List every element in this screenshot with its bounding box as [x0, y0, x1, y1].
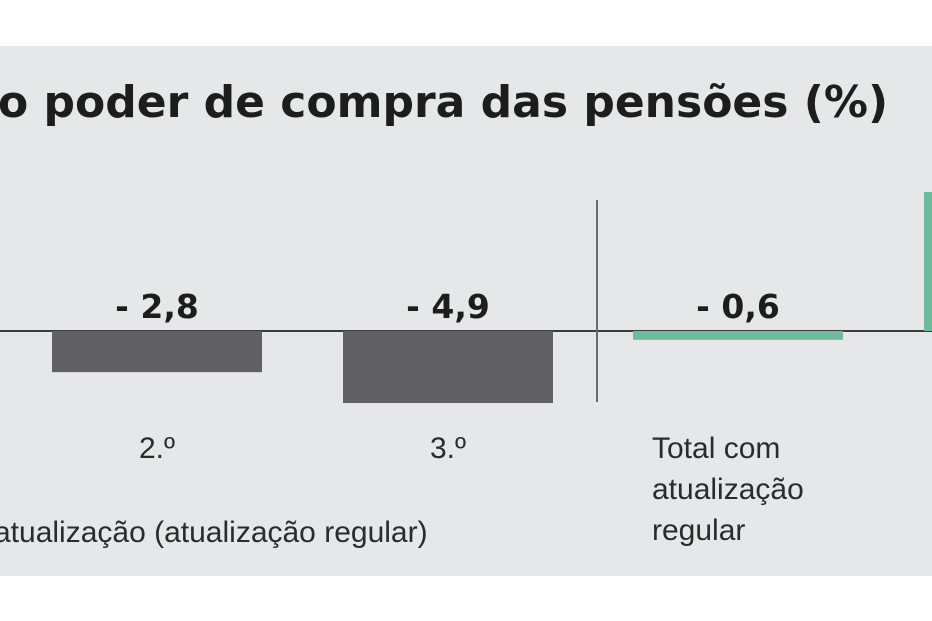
bar-3 — [633, 331, 843, 340]
value-label-1: - 2,8 — [115, 287, 199, 326]
bar-2 — [343, 331, 553, 404]
category-label-1-line-1: 2.º — [139, 432, 175, 465]
next-bar-partial — [924, 192, 932, 331]
category-label-3-line-1: Total com — [652, 432, 780, 465]
chart: o poder de compra das pensões (%) atuali… — [0, 77, 932, 549]
value-label-2: - 4,9 — [406, 287, 490, 326]
category-label-3-line-2: atualização — [652, 473, 804, 506]
category-label-2-line-1: 3.º — [430, 432, 466, 465]
bar-1 — [52, 331, 262, 373]
chart-panel: o poder de compra das pensões (%) atuali… — [0, 46, 932, 576]
group-label: atualização (atualização regular) — [0, 516, 428, 549]
value-label-3: - 0,6 — [696, 287, 780, 326]
category-label-3-line-3: regular — [652, 514, 745, 547]
chart-title: o poder de compra das pensões (%) — [0, 77, 888, 128]
